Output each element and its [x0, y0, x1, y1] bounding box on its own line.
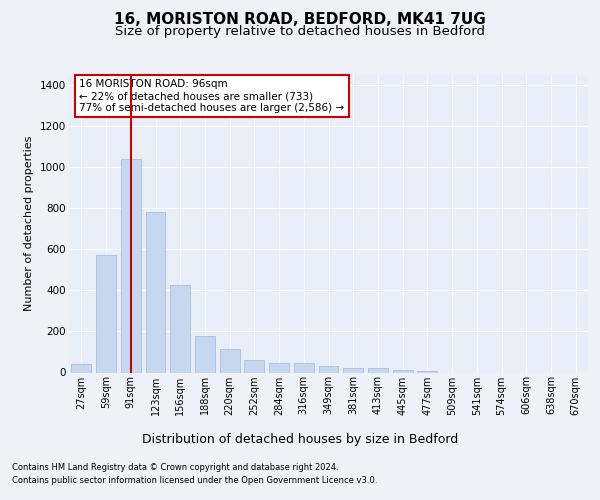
Text: Distribution of detached houses by size in Bedford: Distribution of detached houses by size … — [142, 432, 458, 446]
Bar — [71, 364, 91, 372]
Bar — [220, 349, 239, 372]
Bar — [195, 336, 215, 372]
Bar — [121, 159, 140, 372]
Y-axis label: Number of detached properties: Number of detached properties — [25, 136, 34, 312]
Bar — [96, 254, 116, 372]
Bar — [343, 368, 363, 372]
Bar — [393, 370, 413, 372]
Bar — [170, 286, 190, 372]
Text: Contains public sector information licensed under the Open Government Licence v3: Contains public sector information licen… — [12, 476, 377, 485]
Text: 16 MORISTON ROAD: 96sqm
← 22% of detached houses are smaller (733)
77% of semi-d: 16 MORISTON ROAD: 96sqm ← 22% of detache… — [79, 80, 344, 112]
Text: Size of property relative to detached houses in Bedford: Size of property relative to detached ho… — [115, 24, 485, 38]
Text: Contains HM Land Registry data © Crown copyright and database right 2024.: Contains HM Land Registry data © Crown c… — [12, 462, 338, 471]
Bar — [269, 364, 289, 372]
Bar — [319, 366, 338, 372]
Bar — [368, 368, 388, 372]
Bar — [146, 212, 166, 372]
Text: 16, MORISTON ROAD, BEDFORD, MK41 7UG: 16, MORISTON ROAD, BEDFORD, MK41 7UG — [114, 12, 486, 28]
Bar — [244, 360, 264, 372]
Bar — [294, 364, 314, 372]
